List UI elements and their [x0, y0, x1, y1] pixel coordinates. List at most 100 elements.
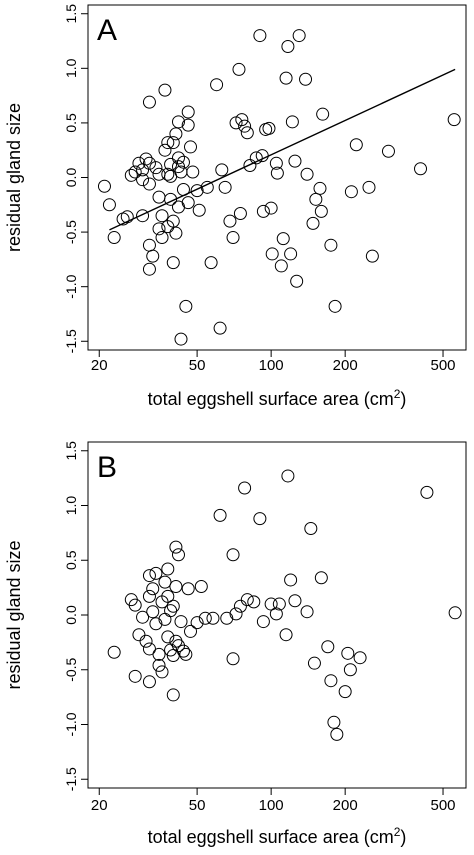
- data-point: [102, 198, 116, 212]
- data-point: [220, 611, 234, 625]
- data-point: [176, 183, 190, 197]
- y-tick-label: 0.0: [63, 605, 79, 625]
- data-point: [226, 231, 240, 245]
- data-point: [204, 256, 218, 270]
- data-point: [169, 127, 183, 141]
- data-point: [218, 180, 232, 194]
- data-point: [186, 165, 200, 179]
- data-point: [166, 136, 180, 150]
- panel-label: B: [97, 451, 117, 484]
- data-point: [181, 582, 195, 596]
- data-point: [166, 214, 180, 228]
- y-tick-label: 0.0: [63, 168, 79, 188]
- data-point: [238, 119, 252, 133]
- data-point: [288, 154, 302, 168]
- data-point: [279, 71, 293, 85]
- data-point: [169, 226, 183, 240]
- data-point: [343, 663, 357, 677]
- data-point: [279, 628, 293, 642]
- data-point: [184, 624, 198, 638]
- data-point: [304, 522, 318, 535]
- x-axis-title-superscript: 2: [394, 825, 401, 839]
- data-point: [176, 155, 190, 169]
- data-point: [192, 203, 206, 217]
- data-point: [152, 647, 166, 661]
- data-point: [146, 582, 160, 596]
- data-point: [155, 665, 169, 679]
- data-point: [338, 685, 352, 699]
- data-point: [161, 136, 175, 150]
- data-point: [142, 642, 156, 656]
- data-point: [176, 644, 190, 658]
- panel-a: A 20 50 100 200 500 -1.5 -1.0 -0.5 0.0 0.5 1.0 1.5 to…: [4, 4, 467, 409]
- data-point: [253, 512, 267, 526]
- data-point: [124, 593, 138, 607]
- x-tick-label: 100: [259, 357, 284, 374]
- x-axis-title-end: ): [400, 389, 406, 409]
- data-point: [381, 144, 395, 158]
- data-point: [124, 168, 138, 182]
- data-point: [142, 156, 156, 170]
- y-tick-label: -1.0: [63, 712, 79, 736]
- x-tick-label: 20: [91, 797, 108, 814]
- data-point: [164, 604, 178, 618]
- data-point: [149, 161, 163, 175]
- data-point: [226, 548, 240, 562]
- data-point: [179, 647, 193, 661]
- data-point: [142, 95, 156, 109]
- data-point: [349, 138, 363, 152]
- x-axis-title-text: total eggshell surface area (cm: [148, 827, 394, 847]
- data-point: [169, 580, 183, 594]
- data-point: [107, 231, 121, 245]
- data-point: [313, 181, 327, 195]
- x-tick-label: 200: [333, 357, 358, 374]
- data-point: [158, 143, 172, 157]
- data-point: [155, 231, 169, 245]
- data-point: [229, 607, 243, 621]
- data-point: [198, 611, 212, 625]
- data-point: [97, 179, 111, 193]
- data-point: [238, 481, 252, 495]
- data-point: [142, 238, 156, 252]
- data-point: [341, 646, 355, 660]
- y-tick-label: -0.5: [63, 220, 79, 244]
- data-point: [362, 180, 376, 194]
- data-point: [132, 628, 146, 642]
- y-tick-label: 1.0: [63, 58, 79, 78]
- y-axis-title: residual gland size: [4, 103, 24, 252]
- data-point: [292, 29, 306, 43]
- data-point: [136, 209, 150, 223]
- data-point: [309, 192, 323, 206]
- x-tick-label: 50: [189, 797, 206, 814]
- data-point: [299, 72, 313, 86]
- data-point: [128, 598, 142, 612]
- y-tick-label: -1.5: [63, 329, 79, 353]
- data-point: [288, 594, 302, 608]
- plot-frame: [87, 441, 467, 789]
- data-point: [158, 83, 172, 97]
- data-point: [158, 612, 172, 626]
- data-point: [166, 256, 180, 270]
- data-point: [190, 184, 204, 198]
- x-tick-label: 50: [189, 357, 206, 374]
- data-point: [142, 675, 156, 689]
- data-point: [128, 669, 142, 683]
- data-point: [233, 207, 247, 221]
- data-point: [190, 616, 204, 630]
- y-tick-label: 0.5: [63, 550, 79, 570]
- data-point: [276, 232, 290, 246]
- data-point: [327, 715, 341, 729]
- data-point: [265, 247, 279, 261]
- data-point: [324, 674, 338, 688]
- data-point: [184, 140, 198, 154]
- x-tick-label: 200: [333, 797, 358, 814]
- data-point: [414, 162, 428, 176]
- data-point: [161, 167, 175, 181]
- data-point: [256, 615, 270, 629]
- data-point: [233, 599, 247, 613]
- data-point: [161, 562, 175, 576]
- data-point: [256, 204, 270, 218]
- data-point: [284, 247, 298, 261]
- x-axis-title-text: total eggshell surface area (cm: [148, 389, 394, 409]
- data-point: [269, 156, 283, 170]
